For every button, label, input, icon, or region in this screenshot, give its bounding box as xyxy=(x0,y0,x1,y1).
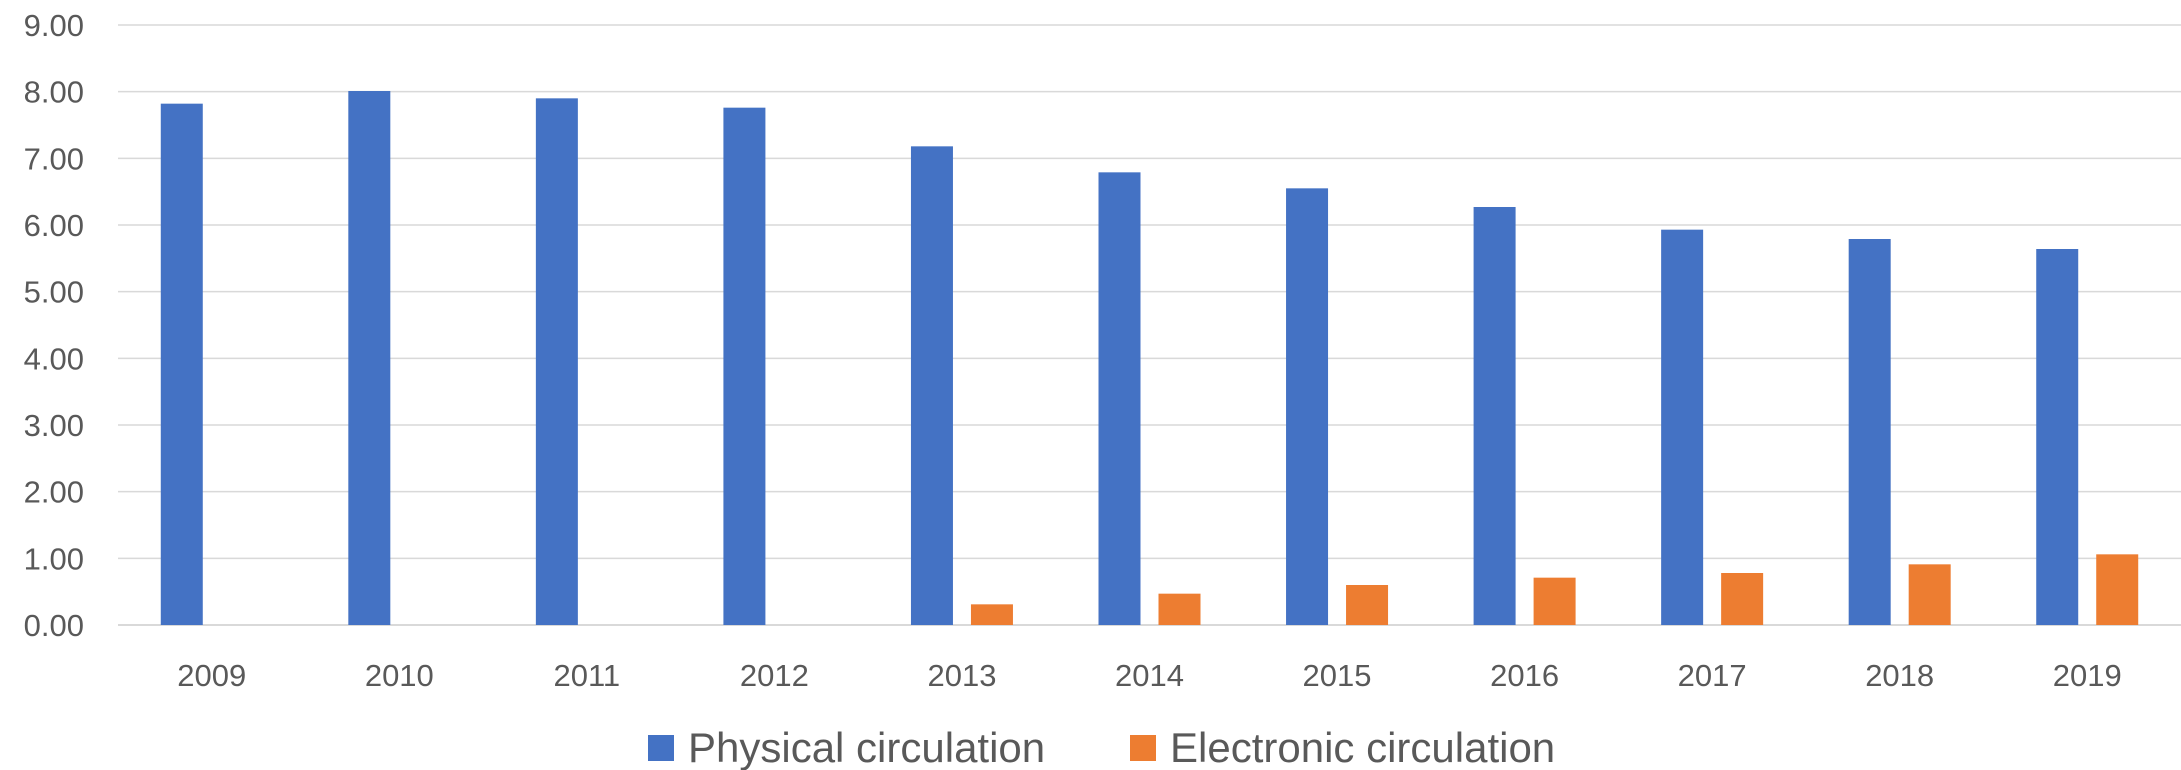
bar-physical-circulation xyxy=(535,98,578,626)
x-tick-label: 2011 xyxy=(554,658,621,693)
x-tick-label: 2014 xyxy=(1115,658,1184,693)
legend-label: Physical circulation xyxy=(688,724,1045,770)
bar-electronic-circulation xyxy=(1533,577,1576,625)
y-tick-label: 2.00 xyxy=(24,475,84,510)
legend-swatch xyxy=(648,735,674,761)
y-axis: 0.00 1.00 2.00 3.00 4.00 5.00 6.00 7.00 8.00 9.00 xyxy=(24,8,84,643)
bar-physical-circulation xyxy=(2036,249,2079,625)
bar-physical-circulation xyxy=(1286,188,1329,626)
y-tick-label: 5.00 xyxy=(24,275,84,310)
bar-physical-circulation xyxy=(1848,239,1891,625)
x-tick-label: 2015 xyxy=(1303,658,1372,693)
y-tick-label: 1.00 xyxy=(24,541,84,576)
x-tick-label: 2010 xyxy=(365,658,434,693)
bars xyxy=(160,91,2139,626)
y-tick-label: 6.00 xyxy=(24,208,84,243)
legend-label: Electronic circulation xyxy=(1170,724,1555,770)
legend-swatch xyxy=(1130,735,1156,761)
y-tick-label: 0.00 xyxy=(24,608,84,643)
y-tick-label: 4.00 xyxy=(24,341,84,376)
bar-physical-circulation xyxy=(1098,172,1141,626)
bar-electronic-circulation xyxy=(1908,564,1951,625)
y-tick-label: 8.00 xyxy=(24,75,84,110)
x-tick-label: 2009 xyxy=(177,658,246,693)
bar-physical-circulation xyxy=(723,107,766,625)
x-tick-label: 2013 xyxy=(927,658,996,693)
y-tick-label: 7.00 xyxy=(24,141,84,176)
legend: Physical circulation Electronic circulati… xyxy=(648,724,1555,770)
bar-electronic-circulation xyxy=(1346,585,1389,625)
x-tick-label: 2017 xyxy=(1678,658,1747,693)
x-tick-label: 2012 xyxy=(740,658,809,693)
bar-electronic-circulation xyxy=(1721,573,1764,625)
bar-physical-circulation xyxy=(160,103,203,625)
bar-electronic-circulation xyxy=(2096,554,2139,625)
bar-physical-circulation xyxy=(348,91,391,625)
bar-electronic-circulation xyxy=(970,604,1013,625)
x-tick-label: 2018 xyxy=(1865,658,1934,693)
bar-physical-circulation xyxy=(1661,229,1704,625)
x-axis: 2009 2010 2011 2012 2013 2014 2015 2016 2017 2018… xyxy=(177,658,2121,693)
y-tick-label: 9.00 xyxy=(24,8,84,43)
bar-electronic-circulation xyxy=(1158,593,1201,625)
x-tick-label: 2019 xyxy=(2053,658,2122,693)
gridlines xyxy=(118,24,2181,626)
y-tick-label: 3.00 xyxy=(24,408,84,443)
bar-physical-circulation xyxy=(1473,207,1516,625)
bar-physical-circulation xyxy=(910,146,953,626)
x-tick-label: 2016 xyxy=(1490,658,1559,693)
